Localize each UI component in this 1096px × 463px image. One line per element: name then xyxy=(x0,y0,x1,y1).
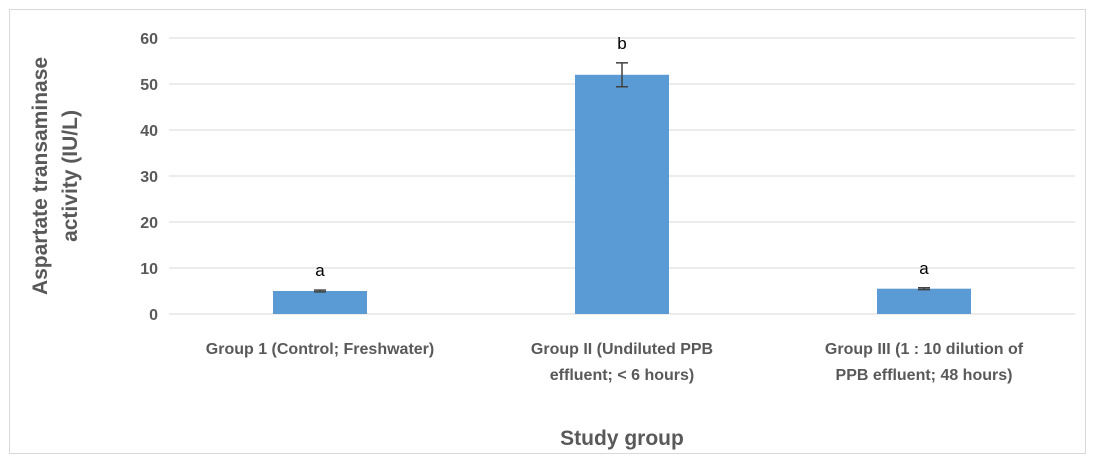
significance-label: a xyxy=(919,259,929,278)
chart-frame: 0 10 20 30 40 50 60 a b a Group 1 (Control; Fres… xyxy=(9,9,1086,454)
bars xyxy=(273,74,971,314)
y-tick-label: 60 xyxy=(140,31,158,48)
x-axis-categories: Group 1 (Control; Freshwater) Group II (U… xyxy=(206,341,1024,384)
bar xyxy=(273,291,367,314)
significance-label: a xyxy=(315,261,325,280)
x-tick-label: Group 1 (Control; Freshwater) xyxy=(206,341,434,358)
y-tick-label: 30 xyxy=(140,169,158,186)
error-bar xyxy=(616,62,628,88)
bar xyxy=(575,74,669,314)
error-bar xyxy=(314,289,326,293)
y-axis-ticks: 0 10 20 30 40 50 60 xyxy=(140,31,158,324)
y-tick-label: 10 xyxy=(140,261,158,278)
x-tick-label: effluent; < 6 hours) xyxy=(550,367,694,384)
significance-labels: a b a xyxy=(315,34,929,280)
significance-label: b xyxy=(617,34,626,53)
error-bars xyxy=(314,62,930,293)
y-tick-label: 20 xyxy=(140,215,158,232)
x-tick-label: PPB effluent; 48 hours) xyxy=(836,367,1013,384)
y-tick-label: 0 xyxy=(149,307,158,324)
bar xyxy=(877,288,971,314)
x-tick-label: Group III (1 : 10 dilution of xyxy=(825,341,1024,358)
bar-chart: 0 10 20 30 40 50 60 a b a Group 1 (Control; Fres… xyxy=(29,31,1075,450)
error-bar xyxy=(918,287,930,291)
y-tick-label: 50 xyxy=(140,77,158,94)
y-axis-title-line: activity (IU/L) xyxy=(59,110,82,242)
y-axis-title-line: Aspartate transaminase xyxy=(29,57,52,295)
y-axis-title: Aspartate transaminase activity (IU/L) xyxy=(29,57,82,295)
x-tick-label: Group II (Undiluted PPB xyxy=(531,341,713,358)
y-tick-label: 40 xyxy=(140,123,158,140)
x-axis-title: Study group xyxy=(560,427,684,450)
